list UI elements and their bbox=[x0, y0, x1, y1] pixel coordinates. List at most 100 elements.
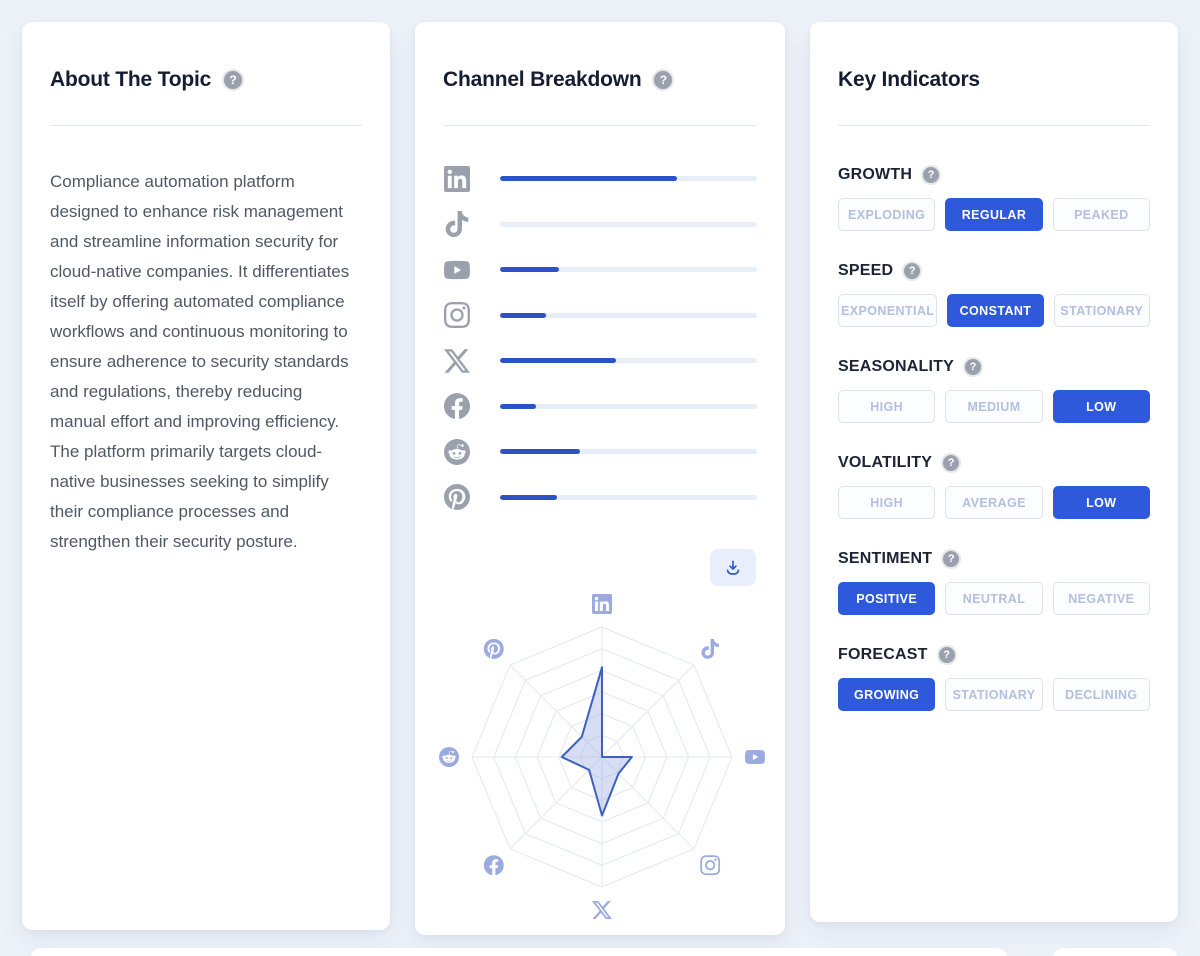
x-bar-fill bbox=[500, 358, 616, 364]
about-card: About The Topic ? Compliance automation … bbox=[22, 22, 390, 930]
indicator-sentiment: SENTIMENT? POSITIVE NEUTRAL NEGATIVE bbox=[838, 550, 1150, 615]
forecast-option-growing[interactable]: GROWING bbox=[838, 678, 936, 711]
sentiment-label: SENTIMENT bbox=[838, 550, 933, 567]
growth-option-regular[interactable]: REGULAR bbox=[945, 198, 1043, 231]
youtube-axis-icon bbox=[745, 749, 765, 765]
tiktok-icon bbox=[443, 210, 471, 238]
divider bbox=[443, 125, 757, 126]
divider bbox=[838, 125, 1150, 126]
pinterest-bar-fill bbox=[500, 494, 557, 500]
about-title: About The Topic bbox=[50, 68, 212, 91]
forecast-option-stationary[interactable]: STATIONARY bbox=[945, 678, 1043, 711]
linkedin-axis-icon bbox=[592, 594, 612, 614]
linkedin-bar-fill bbox=[500, 176, 678, 182]
sentiment-label-row: SENTIMENT? bbox=[838, 550, 1150, 568]
indicator-seasonality: SEASONALITY? HIGH MEDIUM LOW bbox=[838, 358, 1150, 423]
growth-label-row: GROWTH? bbox=[838, 166, 1150, 184]
question-icon[interactable]: ? bbox=[965, 359, 981, 375]
sentiment-option-negative[interactable]: NEGATIVE bbox=[1052, 582, 1150, 615]
indicators-card-header: Key Indicators bbox=[838, 68, 1150, 92]
question-icon[interactable]: ? bbox=[654, 71, 673, 89]
channel-list bbox=[443, 156, 757, 520]
facebook-bar-track bbox=[500, 403, 757, 409]
seasonality-option-medium[interactable]: MEDIUM bbox=[945, 390, 1043, 423]
speed-option-stationary[interactable]: STATIONARY bbox=[1053, 294, 1150, 327]
channel-card-header: Channel Breakdown ? bbox=[443, 68, 757, 92]
channel-row-youtube bbox=[443, 247, 757, 293]
speed-option-exponential[interactable]: EXPONENTIAL bbox=[838, 294, 938, 327]
growth-label: GROWTH bbox=[838, 166, 913, 183]
seasonality-options: HIGH MEDIUM LOW bbox=[838, 390, 1150, 423]
question-icon[interactable]: ? bbox=[904, 263, 921, 279]
channel-row-instagram bbox=[443, 293, 757, 339]
about-card-header: About The Topic ? bbox=[50, 68, 362, 92]
volatility-option-high[interactable]: HIGH bbox=[838, 486, 936, 519]
indicator-growth: GROWTH? EXPLODING REGULAR PEAKED bbox=[838, 166, 1150, 231]
channel-row-tiktok bbox=[443, 202, 757, 248]
question-icon[interactable]: ? bbox=[938, 647, 955, 663]
youtube-bar-fill bbox=[500, 267, 560, 273]
radar-axis-line bbox=[509, 664, 603, 758]
tiktok-axis-icon bbox=[701, 638, 719, 659]
forecast-label: FORECAST bbox=[838, 646, 928, 663]
pinterest-bar-track bbox=[500, 494, 757, 500]
reddit-icon bbox=[443, 438, 471, 466]
question-icon[interactable]: ? bbox=[943, 455, 960, 471]
pinterest-icon bbox=[443, 483, 471, 511]
key-indicators-card: Key Indicators GROWTH? EXPLODING REGULAR PE… bbox=[810, 22, 1178, 922]
indicator-groups: GROWTH? EXPLODING REGULAR PEAKED SPEED? EXPON… bbox=[838, 166, 1150, 711]
volatility-label-row: VOLATILITY? bbox=[838, 454, 1150, 472]
growth-option-peaked[interactable]: PEAKED bbox=[1052, 198, 1150, 231]
download-chart-button[interactable] bbox=[710, 549, 756, 586]
radar-axis-line bbox=[601, 756, 695, 850]
forecast-option-declining[interactable]: DECLINING bbox=[1052, 678, 1150, 711]
sentiment-option-positive[interactable]: POSITIVE bbox=[838, 582, 936, 615]
instagram-bar-fill bbox=[500, 312, 547, 318]
sentiment-option-neutral[interactable]: NEUTRAL bbox=[945, 582, 1043, 615]
key-indicators-title: Key Indicators bbox=[838, 68, 980, 91]
radar-axis-line bbox=[509, 756, 603, 850]
next-row-card-edge bbox=[1052, 948, 1178, 956]
linkedin-bar-track bbox=[500, 176, 757, 182]
facebook-axis-icon bbox=[483, 855, 504, 876]
sentiment-options: POSITIVE NEUTRAL NEGATIVE bbox=[838, 582, 1150, 615]
indicator-forecast: FORECAST? GROWING STATIONARY DECLINING bbox=[838, 646, 1150, 711]
growth-options: EXPLODING REGULAR PEAKED bbox=[838, 198, 1150, 231]
channel-row-reddit bbox=[443, 429, 757, 475]
channel-breakdown-card: Channel Breakdown ? bbox=[415, 22, 785, 935]
question-icon[interactable]: ? bbox=[923, 167, 940, 183]
channel-row-linkedin bbox=[443, 156, 757, 202]
reddit-axis-icon bbox=[439, 747, 459, 767]
speed-label-row: SPEED? bbox=[838, 262, 1150, 280]
reddit-bar-fill bbox=[500, 449, 580, 455]
seasonality-label-row: SEASONALITY? bbox=[838, 358, 1150, 376]
linkedin-icon bbox=[443, 165, 471, 193]
forecast-label-row: FORECAST? bbox=[838, 646, 1150, 664]
volatility-option-average[interactable]: AVERAGE bbox=[945, 486, 1043, 519]
question-icon[interactable]: ? bbox=[224, 71, 243, 89]
speed-label: SPEED bbox=[838, 262, 894, 279]
channel-row-x bbox=[443, 338, 757, 384]
topic-description: Compliance automation platform designed … bbox=[50, 172, 350, 551]
question-icon[interactable]: ? bbox=[943, 551, 960, 567]
radar-axis-line bbox=[601, 664, 695, 758]
growth-option-exploding[interactable]: EXPLODING bbox=[838, 198, 936, 231]
x-bar-track bbox=[500, 358, 757, 364]
channel-row-pinterest bbox=[443, 475, 757, 521]
youtube-icon bbox=[443, 256, 471, 284]
x-icon bbox=[443, 347, 471, 375]
divider bbox=[50, 125, 362, 126]
seasonality-option-low[interactable]: LOW bbox=[1052, 390, 1150, 423]
seasonality-option-high[interactable]: HIGH bbox=[838, 390, 936, 423]
volatility-option-low[interactable]: LOW bbox=[1052, 486, 1150, 519]
next-row-card-edge bbox=[30, 948, 1008, 956]
forecast-options: GROWING STATIONARY DECLINING bbox=[838, 678, 1150, 711]
volatility-label: VOLATILITY bbox=[838, 454, 933, 471]
speed-option-constant[interactable]: CONSTANT bbox=[947, 294, 1044, 327]
download-icon bbox=[723, 558, 743, 578]
tiktok-bar-track bbox=[500, 221, 757, 227]
channel-row-facebook bbox=[443, 384, 757, 430]
channel-radar-chart bbox=[439, 594, 765, 920]
pinterest-axis-icon bbox=[483, 638, 504, 659]
